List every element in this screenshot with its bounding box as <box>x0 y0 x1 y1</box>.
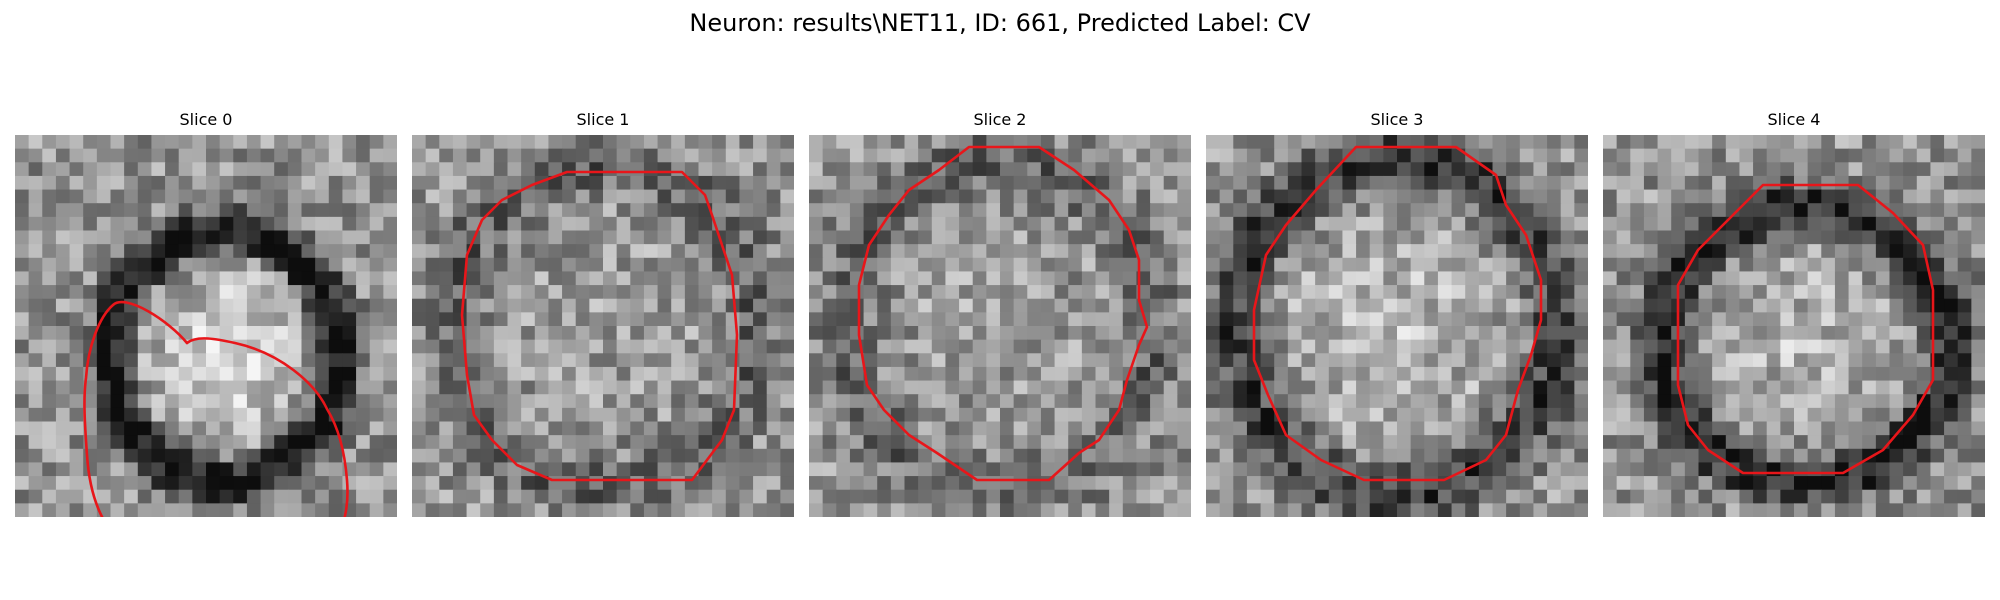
slice-image-0 <box>15 135 397 517</box>
neuron-contour <box>1252 145 1543 482</box>
slice-image-4 <box>1603 135 1985 517</box>
slice-panel-2: Slice 2 <box>809 110 1191 520</box>
slice-image-1 <box>412 135 794 517</box>
grayscale-micrograph <box>809 135 1191 517</box>
neuron-contour <box>185 337 349 517</box>
slice-image-2 <box>809 135 1191 517</box>
slice-image-3 <box>1206 135 1588 517</box>
grayscale-micrograph <box>1206 135 1588 517</box>
neuron-contour <box>857 145 1149 482</box>
slice-panel-3: Slice 3 <box>1206 110 1588 520</box>
neuron-contour <box>460 170 739 482</box>
slice-title: Slice 1 <box>576 110 630 129</box>
slice-panel-4: Slice 4 <box>1603 110 1985 520</box>
figure-title: Neuron: results\NET11, ID: 661, Predicte… <box>689 9 1311 37</box>
grayscale-micrograph <box>1603 135 1985 517</box>
slice-title: Slice 3 <box>1370 110 1424 129</box>
slice-panel-1: Slice 1 <box>412 110 794 520</box>
neuron-contour <box>1676 183 1935 475</box>
grayscale-micrograph <box>412 135 794 517</box>
slice-title: Slice 4 <box>1767 110 1821 129</box>
slice-title: Slice 0 <box>179 110 233 129</box>
grayscale-micrograph <box>15 135 397 517</box>
slice-title: Slice 2 <box>973 110 1027 129</box>
slice-panel-0: Slice 0 <box>15 110 397 520</box>
neuron-contour <box>83 300 189 517</box>
